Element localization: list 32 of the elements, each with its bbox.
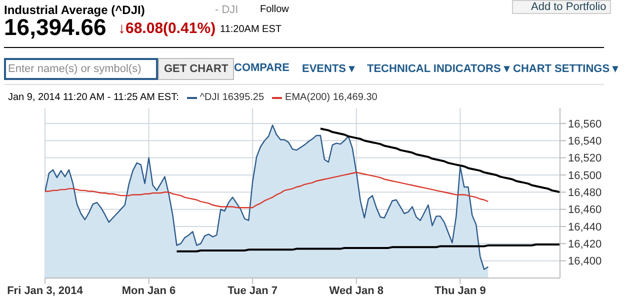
text: Add to Portfolio (512, 0, 612, 14)
chart-title: Industrial Average (^DJI) (4, 3, 145, 17)
legend-label: ^DJI 16395.25 (200, 92, 264, 103)
y-tick-label: 16,420 (568, 238, 602, 251)
y-tick-label: 16,440 (568, 221, 602, 234)
y-tick-label: 16,480 (568, 187, 602, 200)
x-tick-label: Wed Jan 8 (329, 284, 384, 297)
y-tick-label: 16,520 (568, 152, 602, 165)
y-tick-label: 16,400 (568, 256, 602, 268)
text: CHART SETTINGS ▾ (513, 62, 619, 75)
text: GET CHART (158, 58, 234, 80)
text: ↓68.08(0.41%) (118, 20, 216, 37)
y-tick-label: 16,560 (568, 118, 602, 130)
legend-title: Jan 9, 2014 11:20 AM - 11:25 AM EST: (8, 92, 179, 103)
line-series (45, 172, 489, 208)
text: EVENTS ▾ (302, 62, 356, 75)
line-series (319, 128, 560, 194)
text: Enter name(s) or symbol(s) (4, 58, 158, 80)
text: TECHNICAL INDICATORS ▾ (367, 62, 510, 75)
x-tick-label: Fri Jan 3, 2014 (7, 284, 84, 297)
text: - DJI (215, 4, 238, 16)
y-tick-label: 16,540 (568, 136, 602, 148)
text: 11:20AM EST (220, 24, 282, 35)
x-tick-label: Thu Jan 9 (434, 284, 486, 297)
y-tick-label: 16,460 (568, 204, 602, 216)
text: COMPARE (234, 62, 290, 74)
x-tick-label: Tue Jan 7 (228, 284, 278, 297)
legend-label: EMA(200) 16,469.30 (285, 92, 378, 103)
text: Follow (260, 4, 289, 15)
x-tick-label: Mon Jan 6 (122, 284, 176, 297)
line-series (176, 244, 560, 252)
y-tick-label: 16,500 (568, 170, 602, 182)
